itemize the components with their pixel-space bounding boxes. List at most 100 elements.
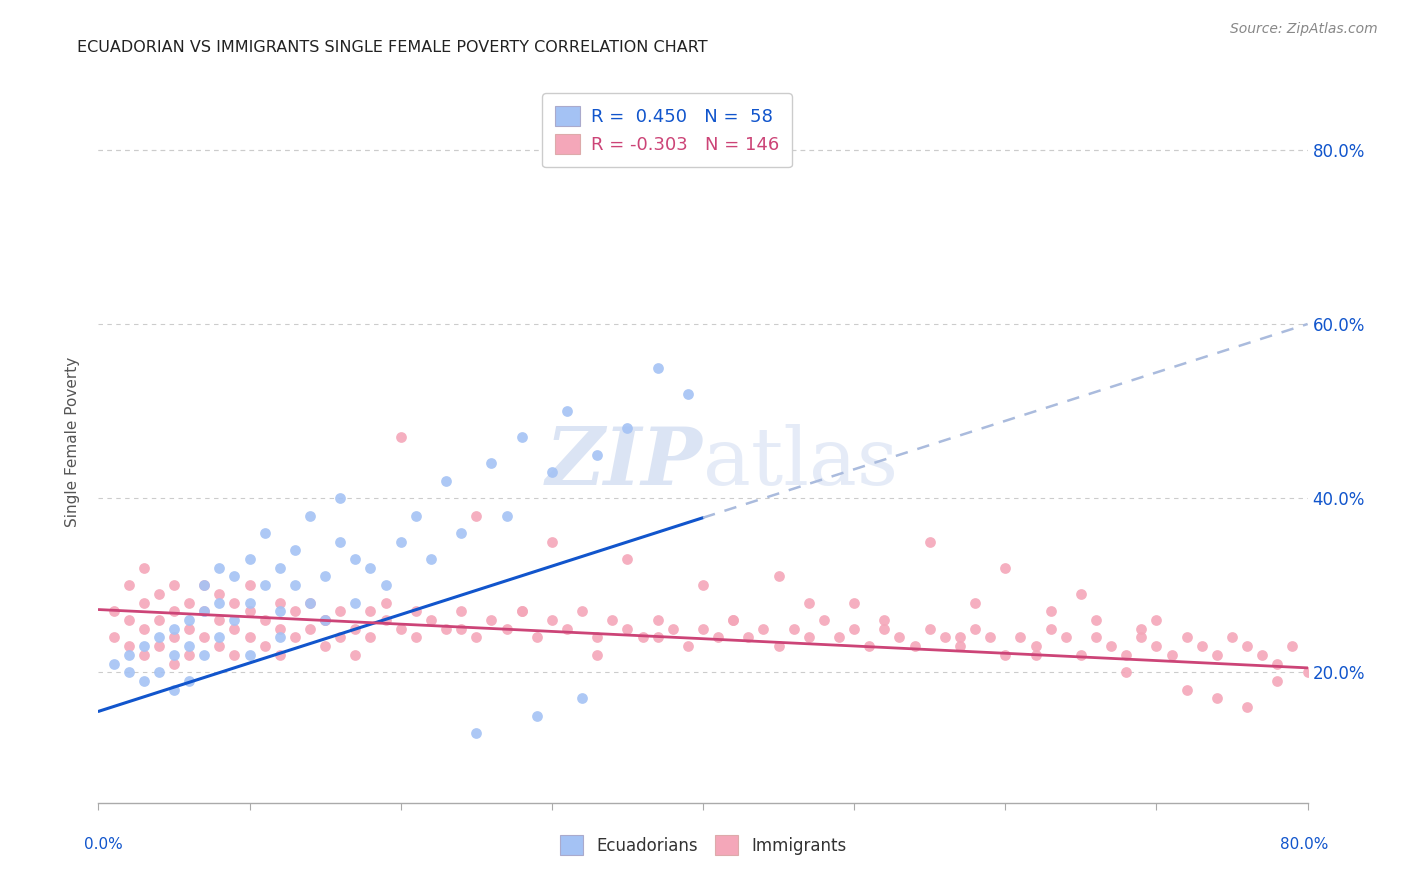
Point: [918, 534, 941, 549]
Point: [692, 622, 714, 636]
Point: [299, 596, 322, 610]
Point: [465, 508, 488, 523]
Point: [616, 622, 638, 636]
Point: [344, 596, 367, 610]
Point: [752, 622, 775, 636]
Point: [481, 456, 503, 470]
Point: [1144, 639, 1167, 653]
Point: [103, 631, 125, 645]
Point: [224, 569, 246, 583]
Point: [374, 613, 396, 627]
Point: [239, 648, 262, 662]
Point: [253, 525, 276, 540]
Point: [179, 622, 201, 636]
Point: [148, 639, 170, 653]
Text: 80.0%: 80.0%: [1281, 838, 1329, 852]
Text: Source: ZipAtlas.com: Source: ZipAtlas.com: [1230, 22, 1378, 37]
Point: [1206, 648, 1229, 662]
Point: [631, 631, 654, 645]
Point: [314, 569, 336, 583]
Point: [1236, 639, 1258, 653]
Point: [1115, 648, 1137, 662]
Point: [360, 631, 382, 645]
Point: [450, 604, 472, 618]
Point: [253, 639, 276, 653]
Point: [374, 596, 396, 610]
Point: [904, 639, 927, 653]
Point: [118, 639, 141, 653]
Legend: Ecuadorians, Immigrants: Ecuadorians, Immigrants: [553, 829, 853, 862]
Point: [813, 613, 835, 627]
Point: [540, 534, 562, 549]
Point: [797, 631, 820, 645]
Point: [208, 596, 231, 610]
Point: [269, 622, 291, 636]
Point: [555, 622, 578, 636]
Point: [540, 613, 562, 627]
Point: [737, 631, 759, 645]
Point: [602, 613, 624, 627]
Point: [873, 613, 896, 627]
Point: [284, 543, 307, 558]
Point: [510, 604, 533, 618]
Point: [299, 596, 322, 610]
Point: [163, 604, 186, 618]
Point: [148, 665, 170, 680]
Point: [193, 578, 215, 592]
Point: [1039, 604, 1062, 618]
Point: [208, 639, 231, 653]
Point: [844, 596, 866, 610]
Point: [314, 613, 336, 627]
Point: [103, 604, 125, 618]
Point: [1099, 639, 1122, 653]
Point: [405, 631, 427, 645]
Point: [495, 508, 517, 523]
Point: [1085, 631, 1108, 645]
Point: [208, 631, 231, 645]
Point: [179, 648, 201, 662]
Point: [723, 613, 745, 627]
Point: [239, 552, 262, 566]
Point: [1024, 639, 1046, 653]
Point: [949, 639, 972, 653]
Y-axis label: Single Female Poverty: Single Female Poverty: [65, 357, 80, 526]
Point: [1175, 682, 1198, 697]
Point: [163, 648, 186, 662]
Text: ZIP: ZIP: [546, 425, 703, 502]
Point: [1070, 587, 1092, 601]
Point: [224, 613, 246, 627]
Point: [148, 631, 170, 645]
Point: [253, 613, 276, 627]
Point: [344, 648, 367, 662]
Point: [1070, 648, 1092, 662]
Point: [434, 622, 457, 636]
Point: [132, 673, 155, 688]
Point: [1251, 648, 1274, 662]
Point: [148, 587, 170, 601]
Point: [163, 578, 186, 592]
Point: [284, 578, 307, 592]
Point: [434, 474, 457, 488]
Point: [1130, 622, 1153, 636]
Point: [405, 508, 427, 523]
Point: [360, 561, 382, 575]
Point: [1160, 648, 1182, 662]
Point: [344, 552, 367, 566]
Point: [676, 639, 699, 653]
Point: [269, 631, 291, 645]
Point: [284, 631, 307, 645]
Point: [118, 665, 141, 680]
Point: [1115, 665, 1137, 680]
Point: [269, 596, 291, 610]
Point: [239, 604, 262, 618]
Point: [994, 561, 1017, 575]
Point: [163, 657, 186, 671]
Point: [510, 430, 533, 444]
Point: [934, 631, 956, 645]
Point: [269, 648, 291, 662]
Point: [571, 604, 593, 618]
Point: [269, 604, 291, 618]
Point: [420, 552, 443, 566]
Point: [616, 552, 638, 566]
Point: [329, 631, 352, 645]
